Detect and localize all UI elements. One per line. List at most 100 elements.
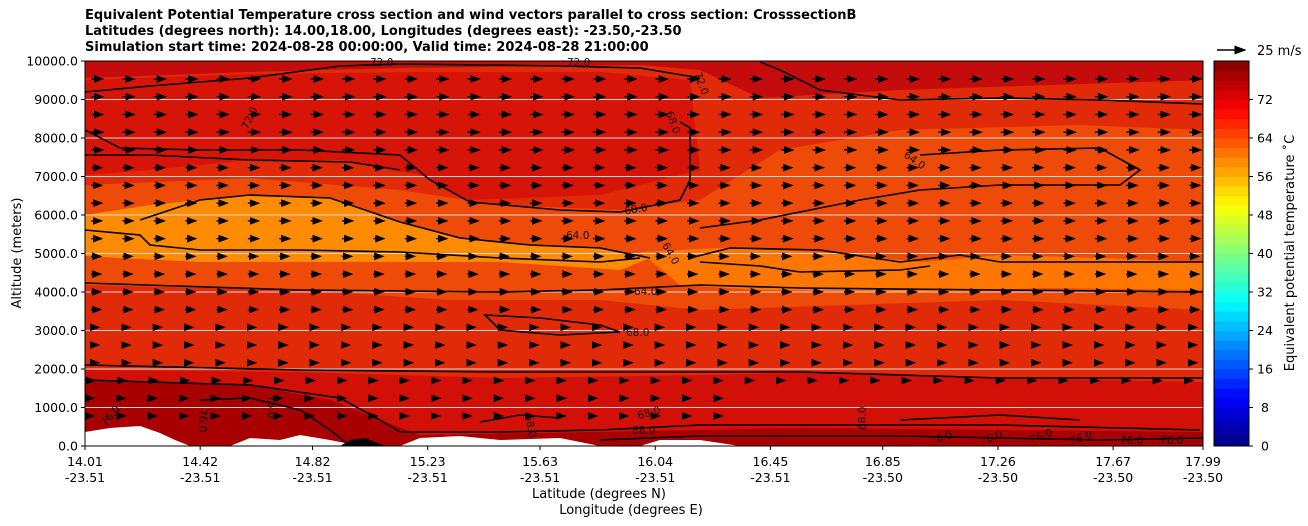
x-tick-label-lat: 14.01 [67,454,103,469]
colorbar-tick-label: 32 [1257,285,1273,300]
terrain-mask-3 [400,436,600,446]
contour-line [899,414,1081,421]
colorbar-step [1214,349,1249,360]
x-tick-label-lat: 14.42 [182,454,218,469]
x-tick-label-lat: 16.45 [753,454,789,469]
x-tick-label-lon: -23.51 [520,470,560,485]
field-core-orange [85,195,650,270]
x-tick-label-lat: 15.63 [522,454,558,469]
colorbar-step [1214,397,1249,408]
contour-lines [85,61,1203,443]
x-tick-label-lon: -23.51 [292,470,332,485]
colorbar-step [1214,243,1249,254]
colorbar-tick-label: 56 [1257,169,1273,184]
y-axis-label: Altitude (meters) [10,198,25,309]
terrain-mask-2 [230,435,360,446]
contour-label: 76.0 [1120,435,1143,447]
colorbar-step [1214,186,1249,197]
field-core-orange-2 [640,248,1203,292]
colorbar-step [1214,292,1249,303]
contour-label: 76.0 [196,409,208,432]
contour-label: 64.0 [634,286,657,298]
colorbar-step [1214,272,1249,283]
contour-line [85,229,641,263]
wind-key-label: 25 m/s [1257,44,1302,59]
colorbar-tick-label: 8 [1261,400,1269,415]
x-tick-label-lon: -23.50 [1093,470,1133,485]
contour-line [85,282,1203,293]
x-axis-label-lat: Latitude (degrees N) [532,487,666,502]
colorbar-label: Equivalent potential temperature ˚C [1282,135,1298,371]
field-surface-dark [85,380,1203,446]
colorbar-tick-label: 16 [1257,362,1273,377]
contour-line [699,147,1142,229]
colorbar-step [1214,253,1249,264]
chart-title-line-3: Simulation start time: 2024-08-28 00:00:… [85,40,649,55]
wind-vectors [85,75,1203,420]
colorbar-step [1214,436,1249,447]
contour-label: 68.0 [632,425,655,437]
colorbar-step [1214,407,1249,418]
colorbar-step [1214,234,1249,245]
field-layer [85,61,1203,446]
terrain-black [340,438,385,446]
colorbar-tick-label: 72 [1257,92,1273,107]
contour-label: 72.0 [567,57,590,69]
chart-title-line-2: Latitudes (degrees north): 14.00,18.00, … [85,24,682,39]
x-tick-label-lon: -23.50 [978,470,1018,485]
contour-label: 72.0 [370,57,393,69]
colorbar-tick-label: 0 [1261,439,1269,454]
y-tick-label: 1000.0 [34,400,78,415]
contour-line [689,247,1203,263]
colorbar-step [1214,301,1249,312]
colorbar-step [1214,340,1249,351]
y-tick-label: 3000.0 [34,323,78,338]
colorbar-step [1214,89,1249,100]
y-tick-label: 6000.0 [34,208,78,223]
colorbar-step [1214,147,1249,158]
y-tick-label: 0.0 [58,439,78,454]
colorbar-step [1214,417,1249,428]
x-tick-label-lon: -23.50 [863,470,903,485]
x-tick-label-lat: 17.67 [1095,454,1131,469]
y-tick-label: 5000.0 [34,246,78,261]
x-tick-label-lon: -23.51 [65,470,105,485]
colorbar-step [1214,205,1249,216]
x-tick-label-lon: -23.51 [635,470,675,485]
colorbar-step [1214,263,1249,274]
y-axis: 0.0 1000.0 2000.0 3000.0 4000.0 5000.0 6000.0 7… [26,54,85,454]
colorbar-step [1214,61,1249,72]
contour-line [85,154,401,171]
x-tick-label-lon: -23.51 [408,470,448,485]
x-tick-label-lat: 17.26 [980,454,1016,469]
colorbar-frame [1213,60,1250,447]
contour-label: 76.0 [1160,435,1183,447]
contour-line [85,63,701,93]
contour-label: 68.0 [623,202,648,218]
colorbar-step [1214,128,1249,139]
colorbar-step [1214,80,1249,91]
colorbar-step [1214,215,1249,226]
contour-line [599,435,1203,441]
x-tick-label-lon: -23.51 [180,470,220,485]
contour-line [699,261,931,273]
y-tick-label: 2000.0 [34,362,78,377]
field-upper-left [85,72,700,200]
colorbar-step [1214,426,1249,437]
contour-line [85,364,1203,379]
colorbar-step [1214,311,1249,322]
colorbar-step [1214,282,1249,293]
y-tick-label: 4000.0 [34,285,78,300]
x-tick-label-lat: 16.04 [637,454,673,469]
x-tick-label-lat: 14.82 [295,454,331,469]
colorbar-step [1214,99,1249,110]
colorbar-step [1214,109,1249,120]
colorbar-step [1214,359,1249,370]
colorbar-step [1214,118,1249,129]
colorbar-step [1214,388,1249,399]
x-tick-label-lon: -23.50 [1183,470,1223,485]
contour-label: 68.0 [522,413,538,438]
contour-label: 68.0 [636,404,662,422]
contour-line [139,194,651,259]
